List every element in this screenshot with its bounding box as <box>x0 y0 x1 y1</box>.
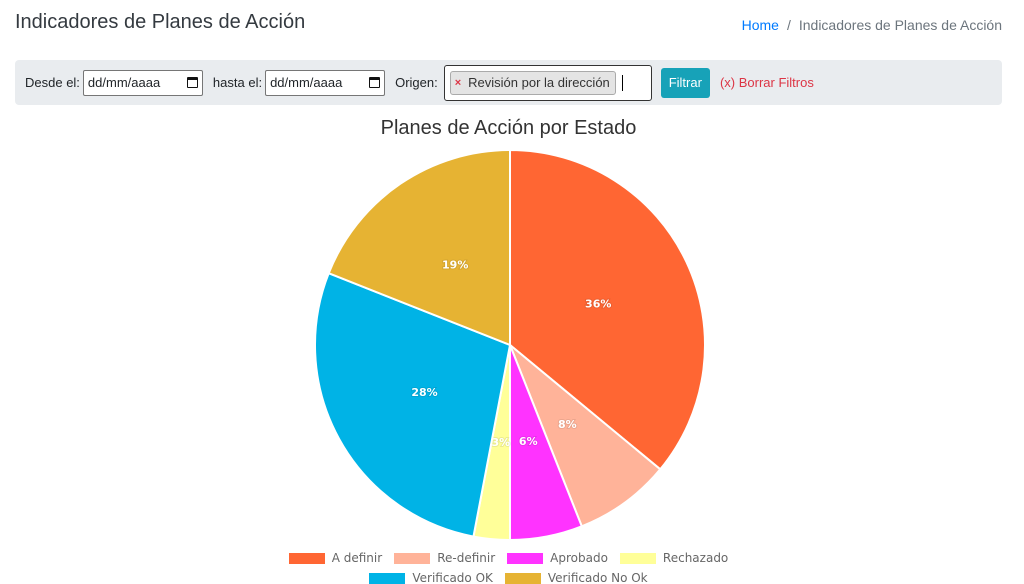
pie-slice-a-definir[interactable] <box>509 148 706 471</box>
desde-label: Desde el: <box>25 75 80 90</box>
origen-label: Origen: <box>395 75 438 90</box>
legend-label: Aprobado <box>550 551 608 565</box>
pie-data-label: 28% <box>411 386 437 399</box>
page-title: Indicadores de Planes de Acción <box>15 11 306 33</box>
hasta-date-input[interactable]: dd/mm/aaaa <box>265 69 386 96</box>
pie-data-label: 19% <box>442 258 468 271</box>
filter-button[interactable]: Filtrar <box>660 67 710 98</box>
legend-row: A definir Re-definir Aprobado Rechazado <box>0 548 1017 568</box>
calendar-icon[interactable] <box>186 77 198 88</box>
calendar-icon[interactable] <box>369 77 381 88</box>
breadcrumb-separator: / <box>786 17 791 33</box>
legend-item[interactable]: Rechazado <box>619 551 729 565</box>
legend-label: Verificado OK <box>412 571 493 584</box>
legend-swatch <box>288 552 325 564</box>
legend-item[interactable]: Re-definir <box>394 551 495 565</box>
legend-label: Verificado No Ok <box>547 571 648 584</box>
pie-slice-verificado-ok[interactable] <box>314 271 512 538</box>
clear-filters-link[interactable]: (x) Borrar Filtros <box>719 75 814 90</box>
legend-label: A definir <box>331 551 383 565</box>
pie-data-label: 3% <box>491 436 510 449</box>
hasta-date-value: dd/mm/aaaa <box>270 75 343 90</box>
legend-swatch <box>369 572 406 584</box>
legend-item[interactable]: Verificado OK <box>369 571 493 584</box>
origen-selected-label: Revisión por la dirección <box>468 75 610 90</box>
text-cursor <box>621 74 623 91</box>
legend-label: Rechazado <box>662 551 729 565</box>
chart-title: Planes de Acción por Estado <box>380 117 637 139</box>
chart-legend: A definir Re-definir Aprobado Rechazado Ver… <box>0 548 1017 584</box>
legend-item[interactable]: A definir <box>288 551 383 565</box>
legend-item[interactable]: Aprobado <box>507 551 608 565</box>
legend-item[interactable]: Verificado No Ok <box>504 571 648 584</box>
breadcrumb: Home / Indicadores de Planes de Acción <box>742 17 1002 33</box>
legend-swatch <box>619 552 656 564</box>
legend-row: Verificado OK Verificado No Ok <box>0 568 1017 584</box>
legend-swatch <box>504 572 541 584</box>
desde-date-input[interactable]: dd/mm/aaaa <box>82 69 203 96</box>
pie-data-label: 36% <box>585 297 611 310</box>
breadcrumb-current: Indicadores de Planes de Acción <box>798 17 1002 33</box>
hasta-label: hasta el: <box>212 75 263 90</box>
origen-multiselect[interactable]: × Revisión por la dirección <box>443 64 652 101</box>
pie-slice-verificado-no-ok[interactable] <box>327 148 511 347</box>
filter-bar: Desde el: dd/mm/aaaa hasta el: dd/mm/aaa… <box>15 60 1002 105</box>
pie-data-label: 6% <box>519 435 538 448</box>
legend-swatch <box>507 552 544 564</box>
remove-tag-icon[interactable]: × <box>454 76 462 89</box>
pie-slice-re-definir[interactable] <box>509 344 662 528</box>
pie-data-label: 8% <box>558 418 577 431</box>
legend-swatch <box>394 552 431 564</box>
desde-date-value: dd/mm/aaaa <box>87 75 161 90</box>
breadcrumb-home-link[interactable]: Home <box>741 17 779 33</box>
legend-label: Re-definir <box>437 551 496 565</box>
origen-selected-tag: × Revisión por la dirección <box>449 70 616 95</box>
